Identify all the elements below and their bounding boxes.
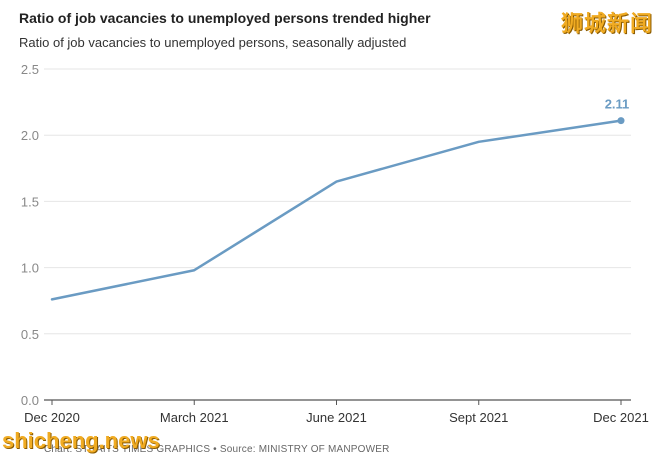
- chart-credit: Chart: STRAITS TIMES GRAPHICS • Source: …: [44, 444, 390, 455]
- data-label: 2.11: [605, 97, 630, 112]
- y-tick-label: 0.0: [21, 393, 39, 408]
- y-tick-label: 2.5: [21, 62, 39, 77]
- data-point: [617, 117, 625, 125]
- chart-title: Ratio of job vacancies to unemployed per…: [19, 10, 431, 26]
- x-tick-label: Dec 2021: [593, 410, 649, 425]
- chart-subtitle: Ratio of job vacancies to unemployed per…: [19, 35, 407, 50]
- y-tick-label: 2.0: [21, 128, 39, 143]
- x-tick-label: June 2021: [306, 410, 367, 425]
- x-tick-label: Sept 2021: [449, 410, 508, 425]
- y-tick-label: 1.0: [21, 261, 39, 276]
- x-tick-label: March 2021: [160, 410, 229, 425]
- watermark-logo-top: 狮城新闻: [560, 11, 653, 36]
- watermark-logo-bottom: shicheng.news: [2, 428, 160, 453]
- y-tick-label: 1.5: [21, 194, 39, 209]
- y-tick-label: 0.5: [21, 327, 39, 342]
- x-tick-label: Dec 2020: [24, 410, 80, 425]
- series-line: [50, 119, 623, 301]
